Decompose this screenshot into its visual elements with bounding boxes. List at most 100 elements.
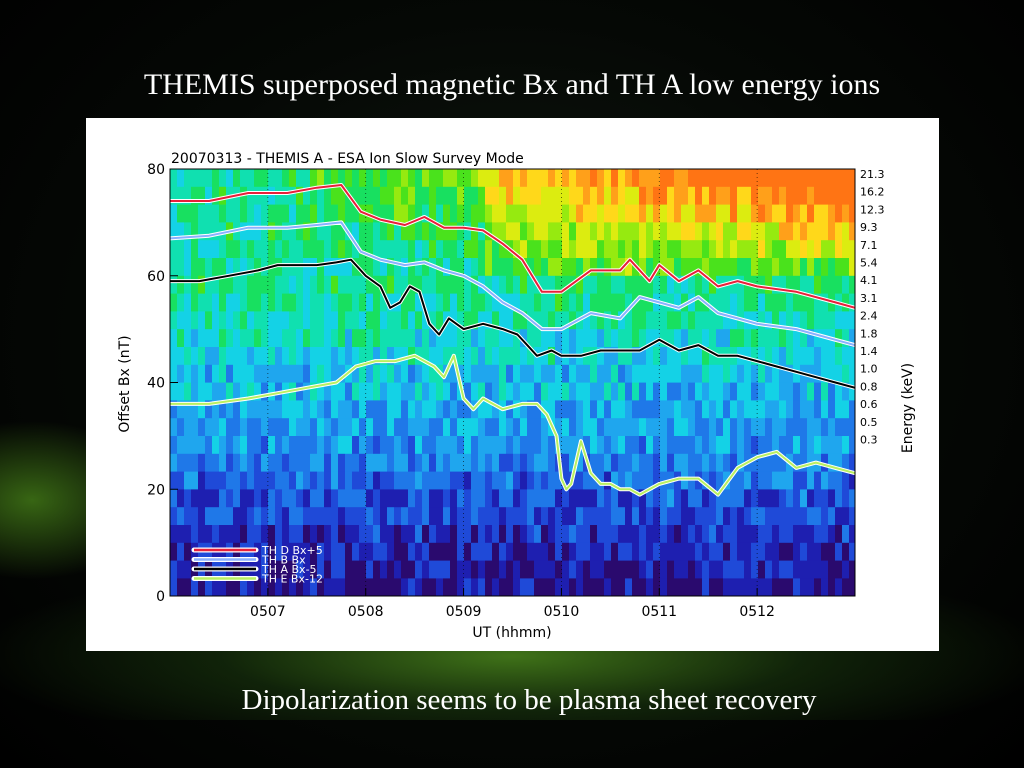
spectrogram-cell — [800, 293, 808, 312]
spectrogram-cell — [639, 436, 647, 455]
spectrogram-cell — [555, 204, 563, 223]
spectrogram-cell — [387, 186, 395, 206]
spectrogram-cell — [457, 204, 465, 223]
spectrogram-cell — [681, 471, 689, 490]
spectrogram-cell — [653, 169, 661, 188]
spectrogram-cell — [632, 222, 640, 241]
slide-title: THEMIS superposed magnetic Bx and TH A l… — [143, 68, 881, 101]
spectrogram-cell — [373, 453, 381, 473]
spectrogram-cell — [492, 436, 500, 455]
spectrogram-cell — [240, 347, 248, 366]
spectrogram-cell — [618, 364, 626, 384]
spectrogram-cell — [779, 275, 787, 295]
spectrogram-cell — [625, 364, 633, 384]
spectrogram-cell — [597, 489, 605, 508]
spectrogram-cell — [345, 258, 353, 277]
spectrogram-cell — [380, 258, 388, 277]
spectrogram-cell — [317, 507, 325, 526]
spectrogram-cell — [709, 258, 717, 277]
spectrogram-cell — [345, 453, 353, 473]
spectrogram-cell — [569, 258, 577, 277]
spectrogram-cell — [555, 169, 563, 188]
spectrogram-cell — [436, 436, 444, 455]
spectrogram-cell — [597, 186, 605, 206]
spectrogram-cell — [576, 293, 584, 312]
spectrogram-cell — [674, 507, 682, 526]
spectrogram-cell — [779, 364, 787, 384]
spectrogram-cell — [478, 169, 486, 188]
spectrogram-cell — [618, 471, 626, 490]
spectrogram-cell — [247, 186, 255, 206]
spectrogram-cell — [212, 293, 220, 312]
spectrogram-cell — [688, 364, 696, 384]
spectrogram-cell — [716, 578, 724, 596]
spectrogram-cell — [492, 560, 500, 579]
spectrogram-cell — [604, 489, 612, 508]
spectrogram-cell — [681, 240, 689, 259]
spectrogram-cell — [653, 436, 661, 455]
spectrogram-cell — [485, 560, 493, 579]
spectrogram-cell — [793, 542, 801, 562]
spectrogram-cell — [590, 311, 598, 330]
spectrogram-cell — [800, 400, 808, 419]
spectrogram-cell — [751, 311, 759, 330]
spectrogram-cell — [289, 347, 297, 366]
spectrogram-cell — [177, 507, 185, 526]
spectrogram-cell — [324, 453, 332, 473]
spectrogram-cell — [562, 186, 570, 206]
spectrogram-cell — [177, 436, 185, 455]
spectrogram-cell — [744, 436, 752, 455]
spectrogram-cell — [429, 418, 437, 437]
spectrogram-cell — [653, 347, 661, 366]
spectrogram-cell — [177, 293, 185, 312]
spectrogram-cell — [674, 436, 682, 455]
spectrogram-cell — [240, 578, 248, 596]
spectrogram-cell — [779, 311, 787, 330]
spectrogram-cell — [723, 222, 731, 241]
spectrogram-cell — [541, 418, 549, 437]
spectrogram-cell — [513, 507, 521, 526]
spectrogram-cell — [450, 560, 458, 579]
spectrogram-cell — [709, 275, 717, 295]
spectrogram-cell — [373, 311, 381, 330]
spectrogram-cell — [198, 275, 206, 295]
spectrogram-cell — [429, 453, 437, 473]
spectrogram-cell — [464, 507, 472, 526]
spectrogram-cell — [716, 525, 724, 544]
spectrogram-cell — [562, 169, 570, 188]
spectrogram-cell — [744, 329, 752, 348]
spectrogram-cell — [548, 400, 556, 419]
spectrogram-cell — [632, 418, 640, 437]
spectrogram-cell — [737, 507, 745, 526]
spectrogram-cell — [597, 258, 605, 277]
spectrogram-cell — [212, 418, 220, 437]
spectrogram-cell — [590, 560, 598, 579]
spectrogram-cell — [597, 382, 605, 401]
spectrogram-cell — [443, 560, 451, 579]
spectrogram-cell — [597, 364, 605, 384]
spectrogram-cell — [541, 222, 549, 241]
spectrogram-cell — [625, 347, 633, 366]
spectrogram-cell — [786, 222, 794, 241]
spectrogram-cell — [506, 400, 514, 419]
spectrogram-cell — [625, 169, 633, 188]
spectrogram-cell — [562, 453, 570, 473]
spectrogram-cell — [590, 364, 598, 384]
spectrogram-cell — [730, 578, 738, 596]
spectrogram-cell — [758, 222, 766, 241]
spectrogram-cell — [534, 436, 542, 455]
spectrogram-cell — [464, 169, 472, 188]
spectrogram-cell — [450, 204, 458, 223]
spectrogram-cell — [373, 489, 381, 508]
spectrogram-cell — [681, 578, 689, 596]
spectrogram-cell — [527, 240, 535, 259]
spectrogram-cell — [513, 275, 521, 295]
spectrogram-cell — [191, 400, 199, 419]
spectrogram-cell — [478, 186, 486, 206]
spectrogram-cell — [198, 364, 206, 384]
spectrogram-cell — [632, 400, 640, 419]
spectrogram-cell — [387, 453, 395, 473]
spectrogram-cell — [709, 293, 717, 312]
spectrogram-cell — [793, 258, 801, 277]
spectrogram-cell — [296, 258, 304, 277]
